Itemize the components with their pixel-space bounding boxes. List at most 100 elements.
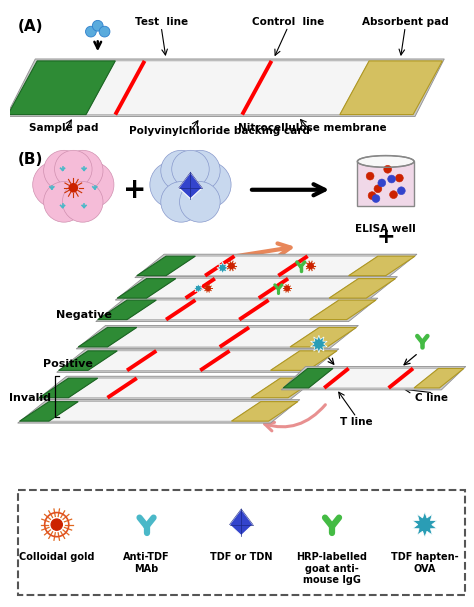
Polygon shape xyxy=(283,368,333,388)
Text: Negative: Negative xyxy=(56,310,112,320)
Polygon shape xyxy=(108,327,319,347)
Polygon shape xyxy=(229,509,253,535)
Polygon shape xyxy=(135,254,417,277)
Circle shape xyxy=(205,285,211,291)
Text: Polyvinylchloride backing card: Polyvinylchloride backing card xyxy=(129,126,310,136)
Polygon shape xyxy=(329,279,395,298)
Polygon shape xyxy=(281,367,466,390)
Polygon shape xyxy=(193,283,203,293)
Polygon shape xyxy=(96,298,378,322)
Circle shape xyxy=(44,151,84,191)
Circle shape xyxy=(51,519,63,531)
Polygon shape xyxy=(117,279,176,298)
Text: Colloidal gold: Colloidal gold xyxy=(19,552,94,562)
Circle shape xyxy=(384,165,392,173)
Polygon shape xyxy=(37,376,319,399)
Polygon shape xyxy=(59,351,117,370)
Polygon shape xyxy=(251,378,318,398)
Circle shape xyxy=(368,192,376,200)
Text: T line: T line xyxy=(340,417,373,427)
Polygon shape xyxy=(8,61,115,115)
Polygon shape xyxy=(76,325,358,349)
Circle shape xyxy=(366,172,374,180)
Text: Control  line: Control line xyxy=(252,17,324,27)
Polygon shape xyxy=(78,327,137,347)
Text: +: + xyxy=(376,226,395,246)
Circle shape xyxy=(388,175,395,183)
Circle shape xyxy=(395,174,403,182)
Polygon shape xyxy=(57,349,339,372)
Circle shape xyxy=(63,181,103,222)
Circle shape xyxy=(55,151,92,188)
Polygon shape xyxy=(98,300,156,320)
Text: Nitrocellulose membrane: Nitrocellulose membrane xyxy=(238,123,387,133)
Polygon shape xyxy=(166,256,378,276)
Polygon shape xyxy=(18,399,300,423)
Polygon shape xyxy=(6,59,444,117)
Polygon shape xyxy=(68,378,280,398)
Polygon shape xyxy=(127,300,339,320)
Circle shape xyxy=(372,195,380,203)
Polygon shape xyxy=(413,512,437,537)
Circle shape xyxy=(92,21,103,31)
Polygon shape xyxy=(414,368,464,388)
Circle shape xyxy=(159,157,222,219)
Polygon shape xyxy=(310,300,376,320)
Circle shape xyxy=(161,181,201,222)
Circle shape xyxy=(68,183,78,192)
Circle shape xyxy=(67,161,114,208)
Circle shape xyxy=(172,151,209,188)
Polygon shape xyxy=(19,402,78,421)
Circle shape xyxy=(42,157,105,219)
Circle shape xyxy=(99,26,110,37)
Text: HRP-labelled
goat anti-
mouse IgG: HRP-labelled goat anti- mouse IgG xyxy=(297,552,367,585)
Polygon shape xyxy=(217,262,228,274)
Text: C line: C line xyxy=(415,393,448,403)
Circle shape xyxy=(85,26,96,37)
Polygon shape xyxy=(340,61,442,115)
Polygon shape xyxy=(309,368,438,388)
FancyBboxPatch shape xyxy=(18,490,465,595)
Ellipse shape xyxy=(357,155,414,168)
Circle shape xyxy=(44,181,84,222)
Text: Anti-TDF
MAb: Anti-TDF MAb xyxy=(123,552,170,574)
Text: Sample pad: Sample pad xyxy=(29,123,98,133)
Text: (B): (B) xyxy=(18,152,43,167)
Circle shape xyxy=(374,185,382,192)
Text: ELISA well: ELISA well xyxy=(356,224,416,234)
Polygon shape xyxy=(348,256,415,276)
Text: TDF hapten-
OVA: TDF hapten- OVA xyxy=(391,552,458,574)
Text: TDF or TDN: TDF or TDN xyxy=(210,552,273,562)
Circle shape xyxy=(228,262,235,270)
Text: Test  line: Test line xyxy=(135,17,188,27)
Polygon shape xyxy=(310,335,327,353)
Text: Invalid: Invalid xyxy=(9,393,51,402)
Polygon shape xyxy=(231,402,298,421)
Text: Positive: Positive xyxy=(43,359,93,368)
FancyBboxPatch shape xyxy=(357,161,414,206)
Polygon shape xyxy=(49,402,261,421)
Polygon shape xyxy=(86,61,369,115)
Circle shape xyxy=(63,151,103,191)
Text: Absorbent pad: Absorbent pad xyxy=(362,17,448,27)
Circle shape xyxy=(150,161,197,208)
Circle shape xyxy=(284,285,290,291)
Polygon shape xyxy=(115,277,397,300)
Circle shape xyxy=(161,151,201,191)
Polygon shape xyxy=(271,351,337,370)
Polygon shape xyxy=(39,378,98,398)
Polygon shape xyxy=(146,279,358,298)
Circle shape xyxy=(184,161,231,208)
Circle shape xyxy=(390,191,397,198)
Circle shape xyxy=(180,181,220,222)
Text: +: + xyxy=(123,176,146,204)
Polygon shape xyxy=(179,172,202,198)
Circle shape xyxy=(33,161,80,208)
Circle shape xyxy=(378,179,386,187)
Circle shape xyxy=(397,187,405,195)
Text: (A): (A) xyxy=(18,19,43,34)
Polygon shape xyxy=(290,327,356,347)
Circle shape xyxy=(307,262,314,270)
Polygon shape xyxy=(137,256,195,276)
Polygon shape xyxy=(88,351,300,370)
